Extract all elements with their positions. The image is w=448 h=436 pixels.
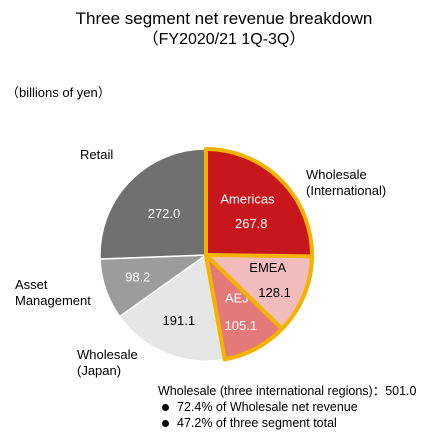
label-retail: Retail <box>80 147 114 162</box>
summary-heading: Wholesale (three international regions)：… <box>158 384 417 398</box>
unit-label: （billions of yen） <box>6 85 111 100</box>
label-wholesale-international: Wholesale (International) <box>306 167 386 199</box>
slice-value-segment-5: 272.0 <box>148 206 181 221</box>
summary-bullet-1: 72.4% of Wholesale net revenue <box>158 399 416 415</box>
label-wholesale-international-line1: Wholesale <box>306 167 367 182</box>
label-asset-management: Asset Management <box>15 277 91 309</box>
pie-slice-segment-3 <box>118 253 226 362</box>
pie-slice-segment-5 <box>99 148 207 260</box>
label-wholesale-japan-line2: (Japan) <box>77 363 122 378</box>
bullet-dot-icon <box>162 403 169 411</box>
summary-box: Wholesale (three international regions)：… <box>158 383 416 431</box>
chart-subtitle: （FY2020/21 1Q-3Q） <box>142 31 306 48</box>
label-wholesale-international-line2: (International) <box>306 183 387 198</box>
slice-label-americas: Americas <box>220 191 275 206</box>
summary-bullet-1-text: 72.4% of Wholesale net revenue <box>177 400 358 414</box>
chart-title: Three segment net revenue breakdown <box>75 9 373 28</box>
highlight-outline-aej <box>204 253 285 362</box>
label-asset-management-line1: Asset <box>15 277 48 292</box>
label-wholesale-japan: Wholesale (Japan) <box>77 347 138 379</box>
label-asset-management-line2: Management <box>15 293 91 308</box>
bullet-dot-icon <box>162 419 169 427</box>
slice-label-aej: AEJ <box>225 290 249 305</box>
slice-value-aej: 105.1 <box>225 318 258 333</box>
slice-value-segment-4: 98.2 <box>125 270 150 285</box>
slice-value-segment-3: 191.1 <box>163 313 196 328</box>
highlight-outline-emea <box>204 253 314 331</box>
summary-bullet-2: 47.2% of three segment total <box>158 415 416 431</box>
label-wholesale-japan-line1: Wholesale <box>77 347 138 362</box>
summary-bullet-2-text: 47.2% of three segment total <box>177 416 337 430</box>
slice-value-americas: 267.8 <box>235 216 268 231</box>
slice-value-emea: 128.1 <box>258 285 291 300</box>
slice-label-emea: EMEA <box>249 260 286 275</box>
